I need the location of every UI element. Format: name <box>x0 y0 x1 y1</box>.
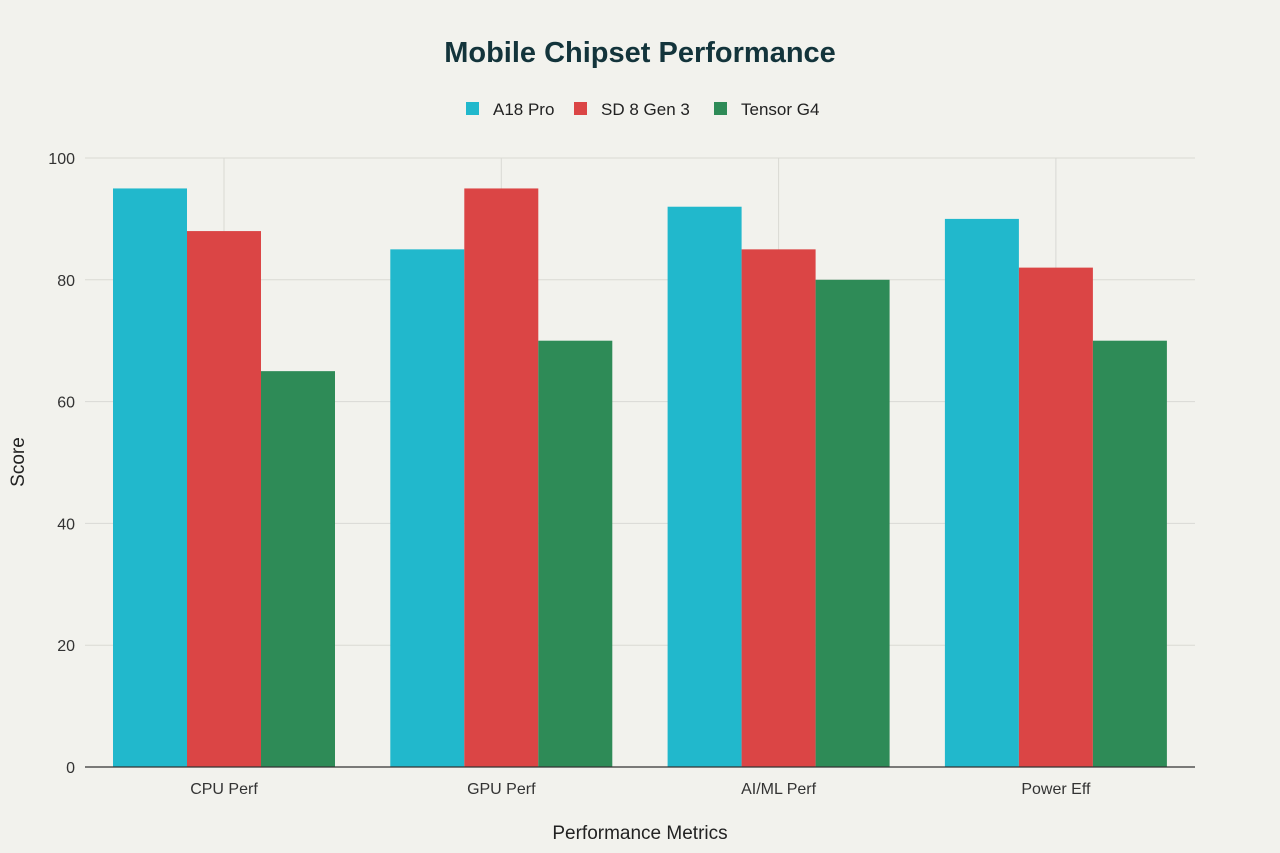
x-tick-label: GPU Perf <box>467 781 536 798</box>
x-tick-label: Power Eff <box>1021 781 1091 798</box>
bar <box>538 340 613 767</box>
y-tick-label: 20 <box>57 638 75 655</box>
bar <box>261 371 335 767</box>
x-axis-label: Performance Metrics <box>552 823 727 844</box>
y-axis-label: Score <box>8 437 29 487</box>
bar <box>464 188 539 767</box>
y-tick-label: 40 <box>57 516 75 533</box>
y-axis-ticks: 0 20 40 60 80 100 <box>48 151 75 777</box>
bars <box>113 188 1167 768</box>
bar <box>187 231 261 767</box>
legend-label: A18 Pro <box>493 100 554 119</box>
x-tick-label: CPU Perf <box>190 781 258 798</box>
bar <box>815 279 890 767</box>
y-tick-label: 0 <box>66 760 75 777</box>
bar <box>741 249 816 768</box>
y-tick-label: 100 <box>48 151 75 168</box>
legend: A18 Pro SD 8 Gen 3 Tensor G4 <box>466 100 819 119</box>
y-tick-label: 80 <box>57 273 75 290</box>
bar <box>1092 340 1167 767</box>
y-tick-label: 60 <box>57 395 75 412</box>
bar <box>944 218 1019 767</box>
bar <box>113 188 187 767</box>
bar <box>667 206 742 768</box>
legend-swatch <box>714 102 727 115</box>
legend-label: SD 8 Gen 3 <box>601 100 690 119</box>
legend-swatch <box>466 102 479 115</box>
legend-swatch <box>574 102 587 115</box>
legend-label: Tensor G4 <box>741 100 819 119</box>
bar <box>390 249 465 768</box>
chart-title: Mobile Chipset Performance <box>444 37 836 69</box>
bar <box>1018 267 1093 767</box>
x-tick-label: AI/ML Perf <box>741 781 817 798</box>
x-axis-ticks: CPU Perf GPU Perf AI/ML Perf Power Eff <box>190 781 1091 798</box>
